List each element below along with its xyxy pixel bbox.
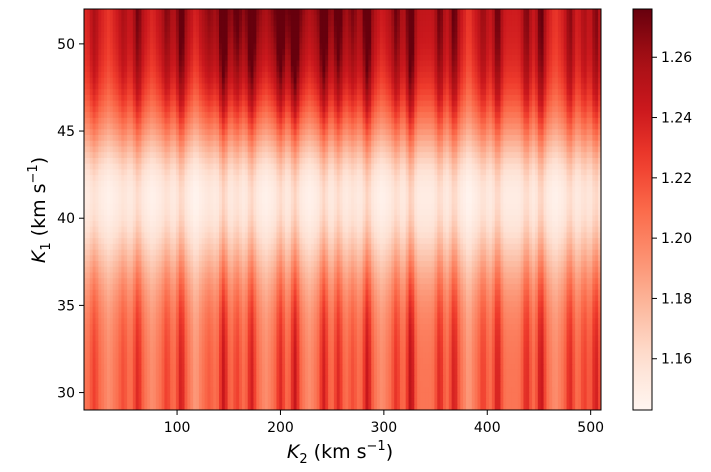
- heatmap-cells: [84, 9, 602, 411]
